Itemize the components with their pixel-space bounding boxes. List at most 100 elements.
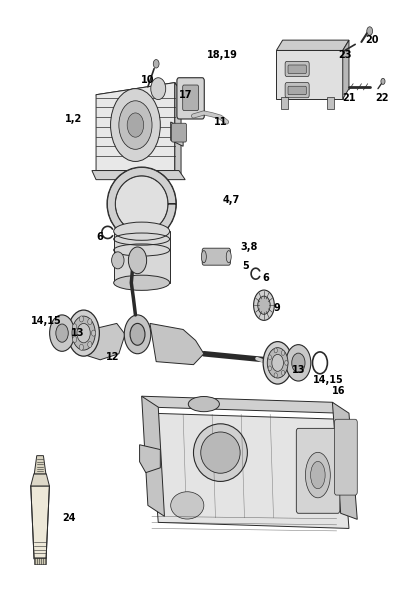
- Polygon shape: [142, 396, 341, 413]
- Circle shape: [88, 342, 92, 348]
- Ellipse shape: [111, 252, 124, 269]
- Polygon shape: [142, 396, 164, 516]
- Circle shape: [111, 89, 160, 162]
- Ellipse shape: [115, 176, 168, 232]
- FancyBboxPatch shape: [334, 420, 357, 495]
- Text: 24: 24: [62, 513, 76, 522]
- Circle shape: [267, 348, 288, 378]
- Circle shape: [129, 247, 146, 274]
- Text: 12: 12: [106, 352, 119, 362]
- Text: 3,8: 3,8: [241, 242, 258, 252]
- Circle shape: [285, 361, 288, 365]
- Text: 6: 6: [97, 232, 104, 242]
- FancyBboxPatch shape: [296, 429, 340, 513]
- Ellipse shape: [193, 424, 248, 482]
- FancyBboxPatch shape: [288, 86, 306, 95]
- Polygon shape: [107, 168, 176, 240]
- Ellipse shape: [171, 492, 204, 519]
- Bar: [34, 558, 46, 564]
- Text: 9: 9: [273, 303, 280, 313]
- Circle shape: [72, 316, 95, 350]
- Text: 20: 20: [365, 35, 379, 45]
- Text: 22: 22: [375, 93, 389, 103]
- Text: 16: 16: [332, 385, 345, 396]
- Circle shape: [72, 336, 77, 342]
- Circle shape: [292, 353, 305, 373]
- Circle shape: [268, 355, 272, 360]
- Polygon shape: [171, 122, 183, 147]
- Circle shape: [286, 345, 311, 381]
- FancyBboxPatch shape: [177, 78, 204, 119]
- Polygon shape: [96, 83, 175, 171]
- Circle shape: [119, 101, 152, 150]
- Text: 14,15: 14,15: [313, 375, 344, 385]
- Circle shape: [72, 324, 77, 330]
- Circle shape: [274, 373, 277, 378]
- Text: 5: 5: [242, 261, 249, 271]
- Ellipse shape: [114, 275, 170, 291]
- Circle shape: [79, 316, 84, 322]
- Circle shape: [77, 323, 90, 343]
- FancyBboxPatch shape: [285, 61, 309, 77]
- Ellipse shape: [201, 432, 240, 473]
- Circle shape: [127, 113, 144, 137]
- Polygon shape: [34, 455, 46, 474]
- Bar: [327, 97, 334, 109]
- Polygon shape: [114, 231, 170, 283]
- Text: 23: 23: [338, 50, 352, 60]
- FancyBboxPatch shape: [202, 248, 230, 265]
- Circle shape: [124, 315, 151, 354]
- Circle shape: [258, 296, 270, 314]
- Bar: [281, 97, 288, 109]
- Text: 21: 21: [342, 93, 356, 103]
- Circle shape: [153, 60, 159, 68]
- Polygon shape: [150, 413, 349, 528]
- Circle shape: [254, 290, 274, 320]
- Ellipse shape: [305, 452, 330, 498]
- Circle shape: [88, 319, 92, 325]
- Ellipse shape: [188, 396, 219, 412]
- Text: 10: 10: [141, 75, 155, 85]
- Circle shape: [263, 342, 292, 384]
- Circle shape: [282, 350, 285, 355]
- Text: 13: 13: [292, 365, 305, 375]
- Circle shape: [79, 344, 84, 350]
- Text: 18,19: 18,19: [207, 50, 238, 60]
- Text: 1,2: 1,2: [64, 114, 82, 124]
- Polygon shape: [150, 323, 204, 365]
- Ellipse shape: [226, 250, 231, 263]
- Ellipse shape: [114, 222, 170, 240]
- Circle shape: [367, 27, 373, 35]
- Ellipse shape: [311, 461, 325, 489]
- FancyBboxPatch shape: [288, 65, 306, 74]
- Polygon shape: [276, 40, 349, 50]
- Circle shape: [92, 330, 96, 336]
- Polygon shape: [140, 444, 160, 472]
- Polygon shape: [343, 40, 349, 99]
- Text: 11: 11: [214, 117, 227, 127]
- Polygon shape: [31, 474, 50, 486]
- Circle shape: [130, 323, 145, 345]
- Circle shape: [282, 370, 285, 375]
- Ellipse shape: [201, 250, 206, 263]
- Polygon shape: [96, 83, 181, 104]
- Polygon shape: [175, 83, 181, 179]
- Text: 17: 17: [178, 90, 192, 100]
- Text: 13: 13: [71, 328, 84, 337]
- Text: 4,7: 4,7: [222, 195, 240, 205]
- Polygon shape: [31, 486, 50, 559]
- FancyBboxPatch shape: [285, 83, 309, 98]
- Circle shape: [381, 78, 385, 85]
- Circle shape: [151, 78, 166, 100]
- Text: 14,15: 14,15: [31, 316, 62, 326]
- FancyBboxPatch shape: [171, 123, 186, 142]
- Polygon shape: [332, 402, 357, 519]
- Polygon shape: [92, 171, 185, 179]
- Polygon shape: [276, 50, 343, 99]
- FancyBboxPatch shape: [183, 85, 198, 111]
- Polygon shape: [77, 323, 125, 360]
- Circle shape: [50, 315, 74, 351]
- Circle shape: [56, 324, 68, 342]
- Circle shape: [274, 348, 277, 353]
- Circle shape: [268, 366, 272, 371]
